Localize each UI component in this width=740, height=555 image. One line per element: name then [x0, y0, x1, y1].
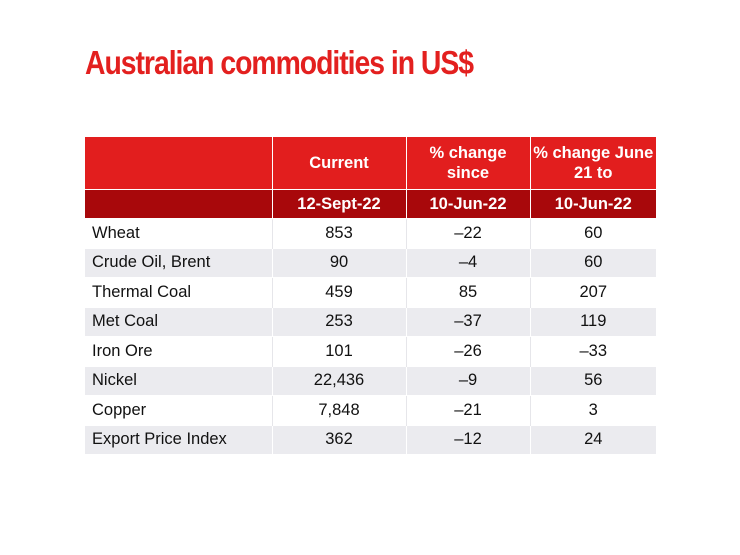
current-value: 22,436 [272, 365, 407, 396]
table-row: Copper 7,848 –21 3 [85, 395, 656, 425]
subheader-cell-empty [85, 189, 273, 219]
commodity-name: Nickel [85, 365, 273, 396]
commodity-name: Thermal Coal [85, 277, 273, 307]
table-row: Thermal Coal 459 85 207 [85, 277, 656, 307]
commodity-name: Crude Oil, Brent [85, 247, 273, 278]
change-since-value: 85 [406, 277, 531, 307]
change-since-value: –22 [406, 218, 531, 248]
table-row: Export Price Index 362 –12 24 [85, 424, 656, 454]
table-row: Met Coal 253 –37 119 [85, 306, 656, 337]
header-cell-empty [85, 137, 273, 190]
header-cell-current: Current [272, 137, 407, 190]
change-since-value: –37 [406, 306, 531, 337]
change-june21-value: 3 [530, 395, 656, 425]
change-june21-value: 60 [530, 247, 656, 278]
current-value: 101 [272, 336, 407, 366]
current-value: 7,848 [272, 395, 407, 425]
subheader-cell-date-current: 12-Sept-22 [272, 189, 407, 219]
table-row: Iron Ore 101 –26 –33 [85, 336, 656, 366]
change-june21-value: 56 [530, 365, 656, 396]
subheader-cell-date-since: 10-Jun-22 [406, 189, 531, 219]
change-june21-value: 119 [530, 306, 656, 337]
table-row: Wheat 853 –22 60 [85, 218, 656, 248]
current-value: 90 [272, 247, 407, 278]
change-june21-value: 60 [530, 218, 656, 248]
change-since-value: –21 [406, 395, 531, 425]
commodity-name: Iron Ore [85, 336, 273, 366]
change-since-value: –26 [406, 336, 531, 366]
table-row: Crude Oil, Brent 90 –4 60 [85, 247, 656, 278]
change-june21-value: 207 [530, 277, 656, 307]
commodities-table: Current % change since % change June 21 … [85, 137, 656, 454]
change-june21-value: –33 [530, 336, 656, 366]
table-row: Nickel 22,436 –9 56 [85, 365, 656, 396]
current-value: 459 [272, 277, 407, 307]
header-cell-change-since: % change since [406, 137, 531, 190]
current-value: 853 [272, 218, 407, 248]
commodity-name: Met Coal [85, 306, 273, 337]
change-since-value: –4 [406, 247, 531, 278]
commodity-name: Export Price Index [85, 424, 273, 454]
commodity-name: Wheat [85, 218, 273, 248]
table-subheader-row: 12-Sept-22 10-Jun-22 10-Jun-22 [85, 189, 656, 219]
current-value: 253 [272, 306, 407, 337]
table-header-row: Current % change since % change June 21 … [85, 137, 656, 190]
header-cell-change-june21: % change June 21 to [530, 137, 656, 190]
current-value: 362 [272, 424, 407, 454]
page-title: Australian commodities in US$ [85, 44, 474, 81]
change-june21-value: 24 [530, 424, 656, 454]
commodity-name: Copper [85, 395, 273, 425]
change-since-value: –9 [406, 365, 531, 396]
subheader-cell-date-june21: 10-Jun-22 [530, 189, 656, 219]
change-since-value: –12 [406, 424, 531, 454]
